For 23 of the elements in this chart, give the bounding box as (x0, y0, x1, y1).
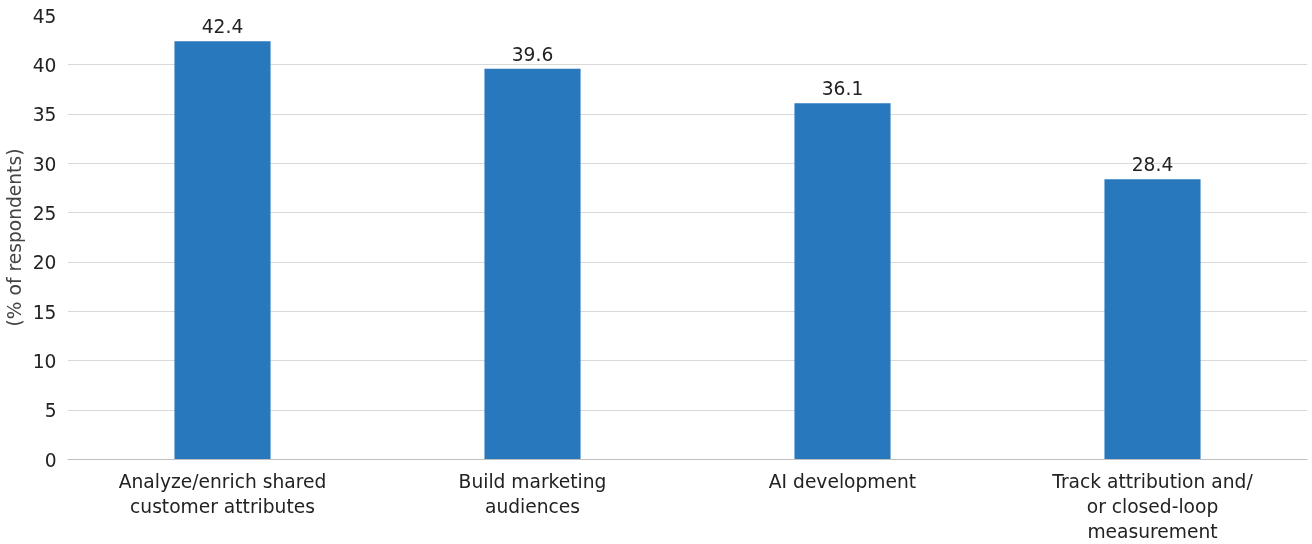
y-tick-label: 15 (32, 301, 57, 323)
y-tick-label: 30 (32, 153, 57, 175)
y-tick-label: 35 (32, 104, 57, 126)
bar (794, 103, 891, 460)
y-tick-label: 20 (32, 252, 57, 274)
bar (484, 68, 581, 460)
bar (174, 41, 271, 460)
x-tick-label: Analyze/enrich shared customer attributes (118, 470, 327, 517)
y-tick-label: 45 (32, 5, 57, 27)
y-tick-label: 10 (32, 350, 57, 372)
data-label: 39.6 (511, 43, 554, 65)
x-tick-label: Track attribution and/ or closed-loop measurement (1051, 470, 1254, 542)
data-label: 42.4 (201, 16, 244, 38)
y-tick-label: 0 (44, 449, 57, 471)
data-label: 36.1 (821, 78, 864, 100)
y-tick-label: 40 (32, 54, 57, 76)
y-tick-label: 25 (32, 202, 57, 224)
y-tick-label: 5 (44, 400, 57, 422)
x-tick-label: Build marketing audiences (458, 470, 607, 517)
x-tick-label: AI development (768, 470, 917, 492)
bar (1104, 179, 1201, 460)
y-axis-title: (% of respondents) (3, 148, 25, 327)
data-label: 28.4 (1131, 154, 1174, 176)
